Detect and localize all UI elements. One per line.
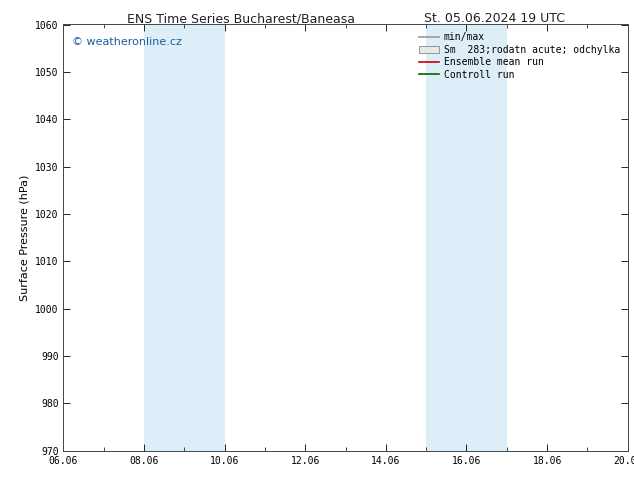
Bar: [144, 24, 224, 451]
Text: St. 05.06.2024 19 UTC: St. 05.06.2024 19 UTC: [424, 12, 565, 25]
Legend: min/max, Sm  283;rodatn acute; odchylka, Ensemble mean run, Controll run: min/max, Sm 283;rodatn acute; odchylka, …: [415, 28, 624, 83]
Text: ENS Time Series Bucharest/Baneasa: ENS Time Series Bucharest/Baneasa: [127, 12, 355, 25]
Bar: [426, 24, 507, 451]
Y-axis label: Surface Pressure (hPa): Surface Pressure (hPa): [20, 174, 30, 301]
Text: © weatheronline.cz: © weatheronline.cz: [72, 37, 182, 48]
